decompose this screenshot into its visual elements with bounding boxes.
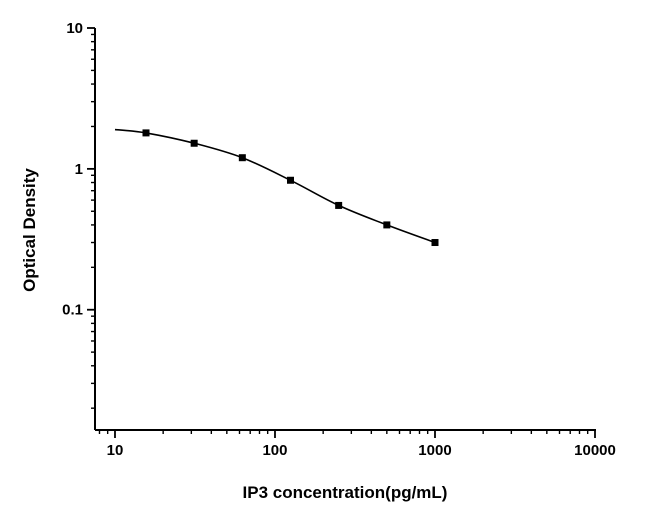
data-point-marker xyxy=(286,176,294,184)
y-tick-label: 10 xyxy=(66,20,83,37)
data-point-marker xyxy=(431,239,439,247)
x-tick-label: 10000 xyxy=(574,442,616,459)
data-point-marker xyxy=(335,201,343,209)
x-tick-label: 100 xyxy=(262,442,287,459)
data-point-marker xyxy=(238,154,246,162)
x-axis-title: IP3 concentration(pg/mL) xyxy=(242,483,448,502)
data-point-marker xyxy=(383,221,391,229)
x-tick-label: 10 xyxy=(107,442,124,459)
x-tick-label: 1000 xyxy=(418,442,451,459)
y-axis-title: Optical Density xyxy=(20,168,39,292)
data-point-marker xyxy=(190,139,198,147)
data-point-marker xyxy=(142,129,150,137)
y-tick-label: 1 xyxy=(75,161,83,178)
y-tick-label: 0.1 xyxy=(62,302,83,319)
